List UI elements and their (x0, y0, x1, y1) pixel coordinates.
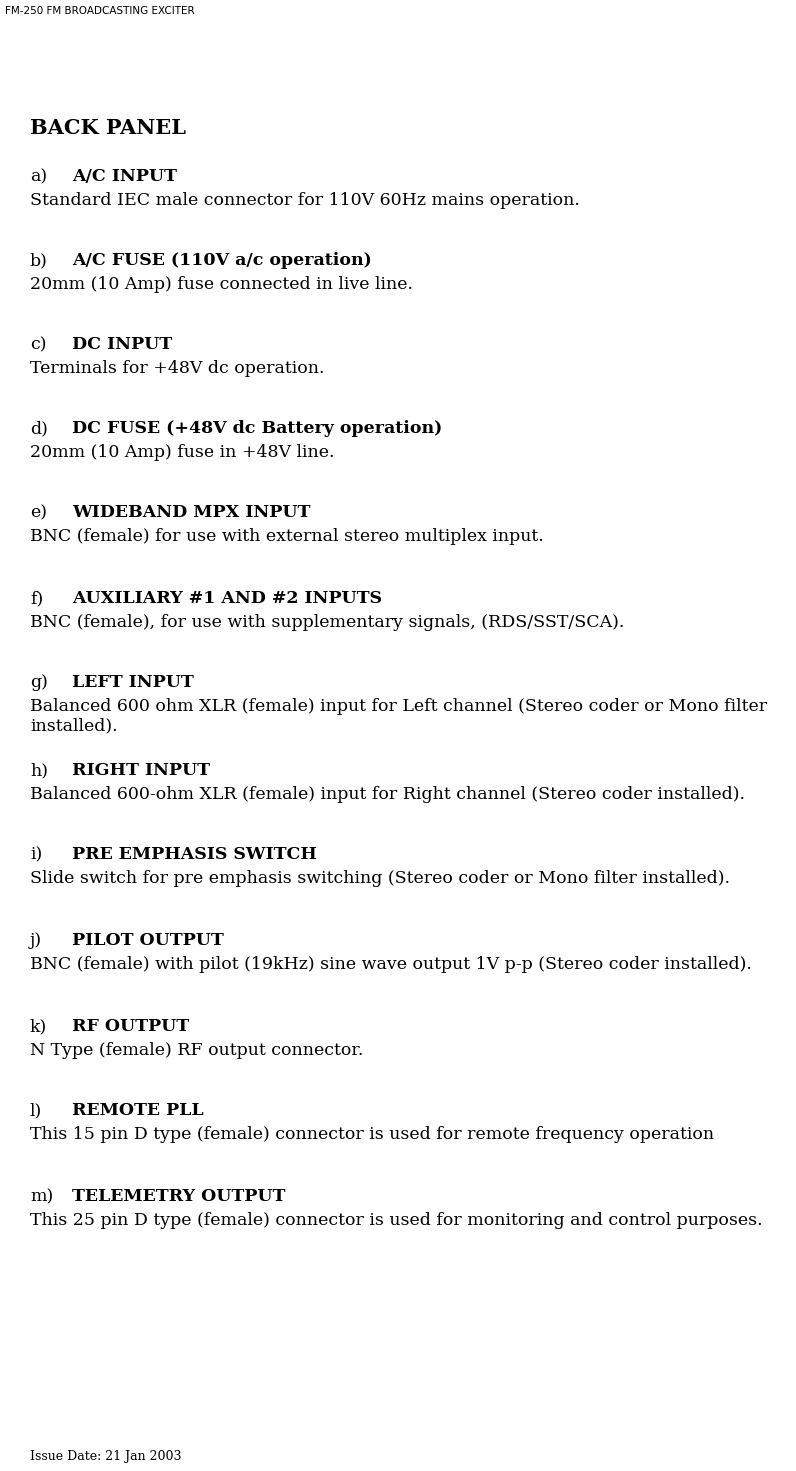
Text: This 25 pin D type (female) connector is used for monitoring and control purpose: This 25 pin D type (female) connector is… (30, 1212, 763, 1228)
Text: DC INPUT: DC INPUT (72, 335, 172, 353)
Text: a): a) (30, 168, 47, 185)
Text: f): f) (30, 590, 43, 608)
Text: BNC (female) for use with external stereo multiplex input.: BNC (female) for use with external stere… (30, 528, 544, 544)
Text: DC FUSE (+48V dc Battery operation): DC FUSE (+48V dc Battery operation) (72, 421, 443, 437)
Text: BACK PANEL: BACK PANEL (30, 118, 186, 138)
Text: h): h) (30, 762, 48, 780)
Text: 20mm (10 Amp) fuse connected in live line.: 20mm (10 Amp) fuse connected in live lin… (30, 277, 413, 293)
Text: A/C INPUT: A/C INPUT (72, 168, 177, 185)
Text: g): g) (30, 674, 48, 691)
Text: Balanced 600-ohm XLR (female) input for Right channel (Stereo coder installed).: Balanced 600-ohm XLR (female) input for … (30, 786, 745, 803)
Text: This 15 pin D type (female) connector is used for remote frequency operation: This 15 pin D type (female) connector is… (30, 1125, 714, 1143)
Text: RF OUTPUT: RF OUTPUT (72, 1018, 189, 1036)
Text: TELEMETRY OUTPUT: TELEMETRY OUTPUT (72, 1189, 286, 1205)
Text: BNC (female) with pilot (19kHz) sine wave output 1V p-p (Stereo coder installed): BNC (female) with pilot (19kHz) sine wav… (30, 956, 752, 972)
Text: BNC (female), for use with supplementary signals, (RDS/SST/SCA).: BNC (female), for use with supplementary… (30, 613, 624, 631)
Text: 20mm (10 Amp) fuse in +48V line.: 20mm (10 Amp) fuse in +48V line. (30, 444, 334, 460)
Text: d): d) (30, 421, 48, 437)
Text: Slide switch for pre emphasis switching (Stereo coder or Mono filter installed).: Slide switch for pre emphasis switching … (30, 869, 730, 887)
Text: b): b) (30, 252, 48, 269)
Text: i): i) (30, 846, 42, 863)
Text: j): j) (30, 933, 42, 949)
Text: m): m) (30, 1189, 53, 1205)
Text: WIDEBAND MPX INPUT: WIDEBAND MPX INPUT (72, 505, 310, 521)
Text: N Type (female) RF output connector.: N Type (female) RF output connector. (30, 1041, 364, 1059)
Text: A/C FUSE (110V a/c operation): A/C FUSE (110V a/c operation) (72, 252, 372, 269)
Text: Standard IEC male connector for 110V 60Hz mains operation.: Standard IEC male connector for 110V 60H… (30, 193, 579, 209)
Text: e): e) (30, 505, 47, 521)
Text: Balanced 600 ohm XLR (female) input for Left channel (Stereo coder or Mono filte: Balanced 600 ohm XLR (female) input for … (30, 699, 767, 734)
Text: FM-250 FM BROADCASTING EXCITER: FM-250 FM BROADCASTING EXCITER (5, 6, 195, 16)
Text: c): c) (30, 335, 46, 353)
Text: k): k) (30, 1018, 47, 1036)
Text: PILOT OUTPUT: PILOT OUTPUT (72, 933, 224, 949)
Text: RIGHT INPUT: RIGHT INPUT (72, 762, 210, 780)
Text: Issue Date: 21 Jan 2003: Issue Date: 21 Jan 2003 (30, 1450, 181, 1464)
Text: AUXILIARY #1 AND #2 INPUTS: AUXILIARY #1 AND #2 INPUTS (72, 590, 382, 608)
Text: l): l) (30, 1102, 42, 1119)
Text: LEFT INPUT: LEFT INPUT (72, 674, 193, 691)
Text: Terminals for +48V dc operation.: Terminals for +48V dc operation. (30, 360, 325, 377)
Text: REMOTE PLL: REMOTE PLL (72, 1102, 204, 1119)
Text: PRE EMPHASIS SWITCH: PRE EMPHASIS SWITCH (72, 846, 317, 863)
